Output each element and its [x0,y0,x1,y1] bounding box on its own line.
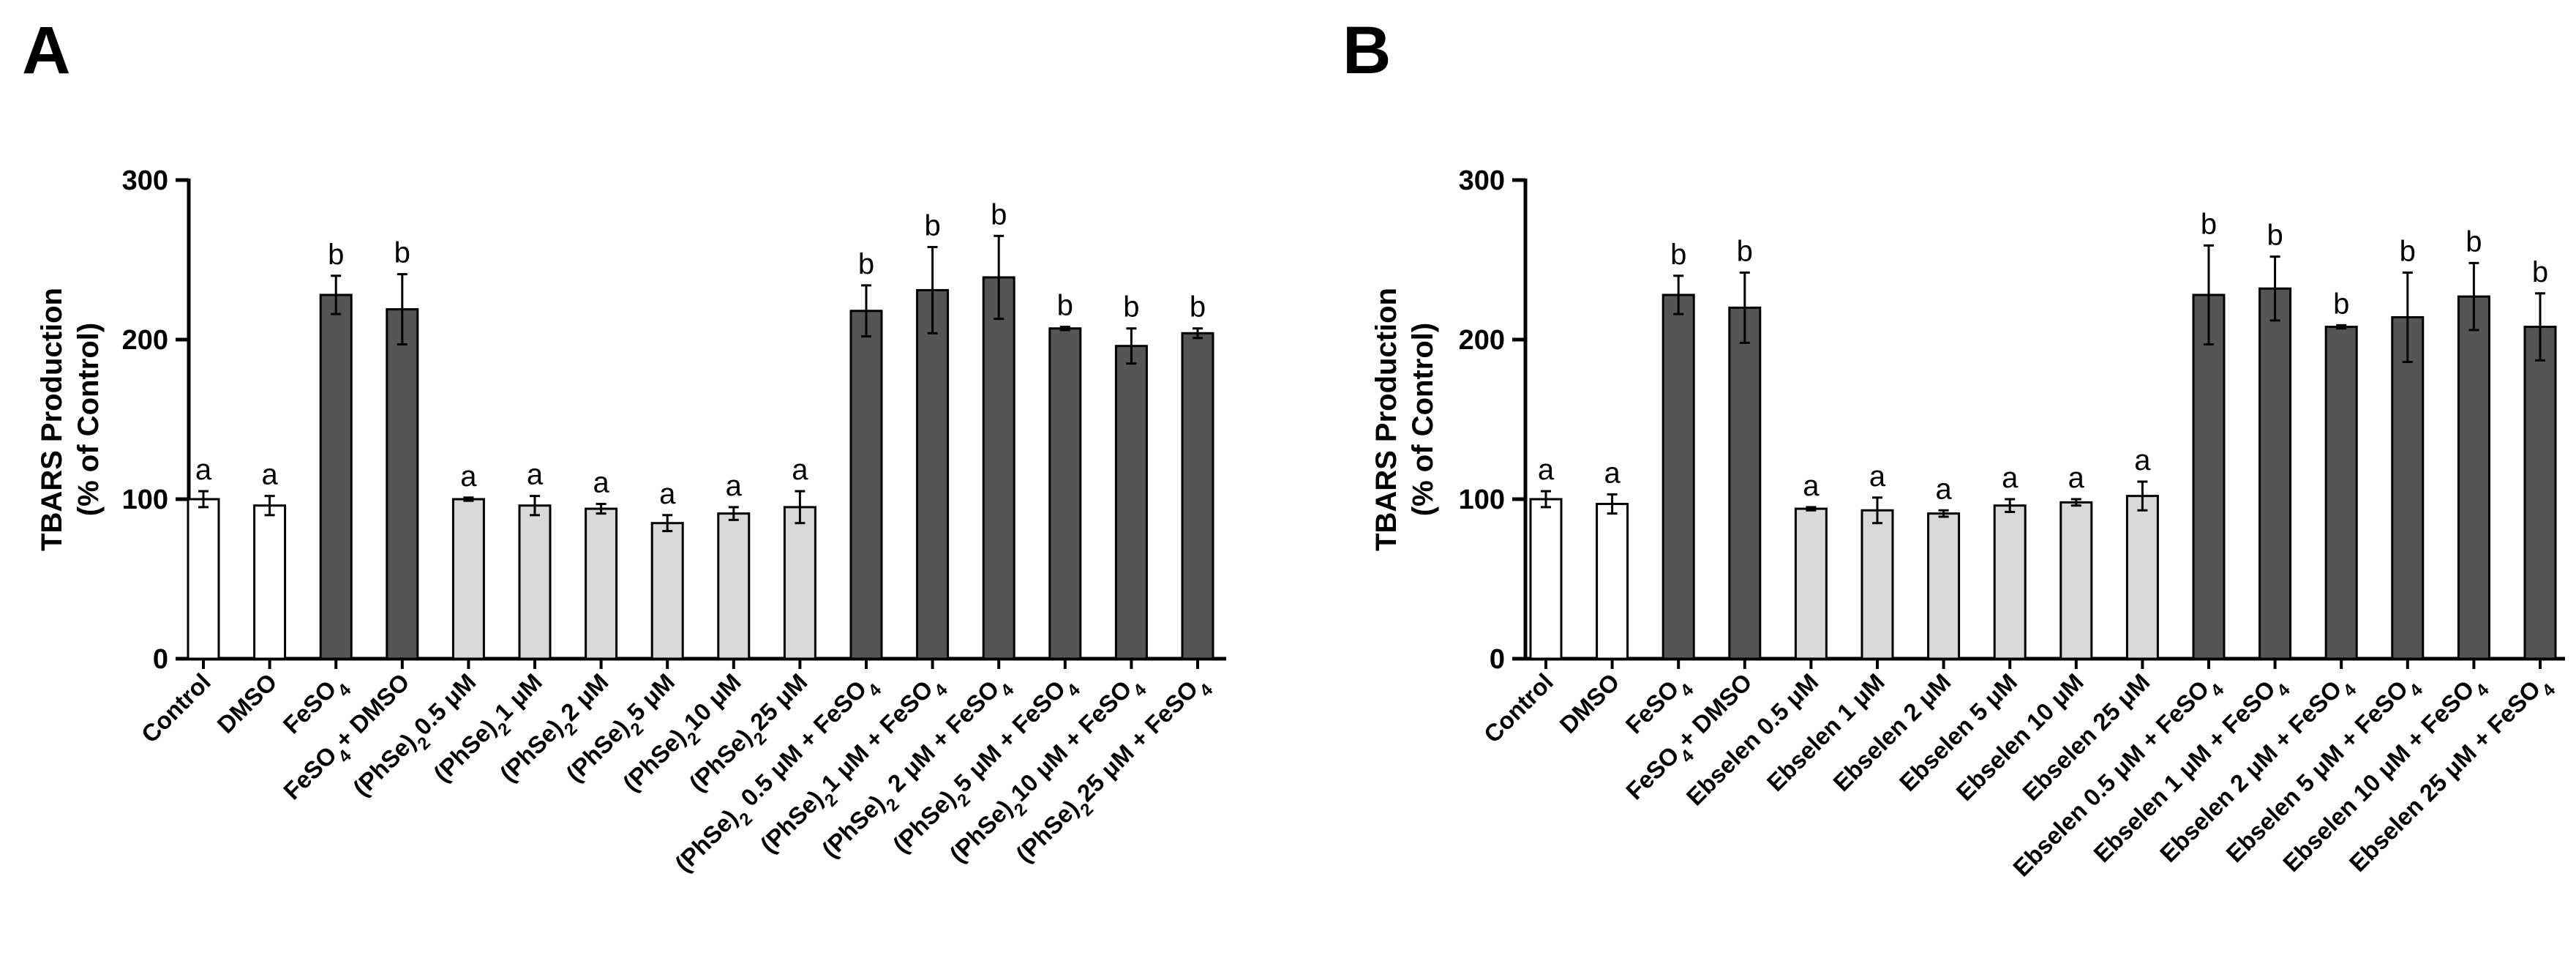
y-tick-label: 0 [153,644,168,675]
y-tick-label: 100 [122,485,168,515]
bar [2192,293,2226,660]
bar [1596,503,1629,660]
x-tick-label: Control [136,668,216,748]
bar [783,506,816,660]
significance-label: b [991,198,1007,231]
significance-label: b [858,248,874,280]
significance-label: a [792,454,808,486]
panel-b: B TBARS Production (% of Control) 0 100 200 30… [1343,13,2565,882]
bar [187,498,220,660]
panel-label: A [22,13,70,88]
significance-label: b [2267,220,2283,252]
significance-label: a [2068,462,2085,494]
x-tick-label: DMSO [1554,668,1624,738]
bar [1661,293,1695,660]
bar [982,276,1015,660]
significance-label: a [1935,473,1952,505]
x-tick-label: Ebselen 1 μM [1762,668,1890,796]
significance-label: b [1123,291,1139,324]
y-tick-label: 200 [1459,325,1505,356]
significance-label: a [1869,460,1886,493]
y-axis-title: TBARS Production (% of Control) [36,288,105,551]
panel-a: A TBARS Production (% of Control) 0 100 200 30… [22,13,1226,877]
significance-label: b [924,210,940,242]
significance-label: b [2333,288,2349,320]
significance-label: a [261,459,278,491]
y-tick-label: 0 [1490,644,1505,675]
bar [518,504,552,660]
bar [319,293,353,660]
significance-label: a [2134,444,2151,476]
bar [1181,332,1214,660]
y-tick-label: 200 [122,325,168,356]
significance-label: b [394,237,410,269]
y-axis-title: TBARS Production (% of Control) [1370,288,1439,551]
significance-label: a [659,478,676,510]
significance-label: a [1604,457,1621,489]
significance-label: b [328,239,344,271]
bar [1048,327,1082,660]
panel-label: B [1343,13,1391,88]
x-tick-label: DMSO [211,668,282,738]
bar [2059,501,2093,660]
bar [849,310,883,660]
x-tick-label: Ebselen 2 μM [1828,668,1956,796]
significance-label: b [1670,239,1686,271]
bar [2324,326,2358,660]
bar [650,522,684,660]
y-tick-label: 100 [1459,485,1505,515]
bar [1993,504,2027,660]
bar [2523,326,2557,660]
bar [253,504,287,660]
bar [386,308,419,660]
significance-label: b [2201,208,2217,240]
bar [2457,295,2490,660]
bar [717,512,751,660]
bar [451,498,485,660]
significance-label: b [1057,290,1073,322]
significance-label: a [195,454,212,486]
bar [2125,495,2159,660]
significance-label: b [2400,235,2416,267]
x-tick-label: Ebselen 5 μM [1894,668,2022,796]
y-axis-title-line1: TBARS Production [36,288,68,551]
y-axis-title-line1: TBARS Production [1370,288,1402,551]
significance-label: a [593,467,609,499]
significance-label: a [2002,462,2019,494]
bar [2391,315,2425,660]
significance-label: a [1803,470,1820,502]
significance-label: b [2532,256,2548,288]
bar [2258,287,2292,660]
significance-label: b [1737,235,1753,267]
significance-label: a [460,460,477,493]
bar [1794,507,1828,660]
bar [1728,306,1762,660]
y-tick-label: 300 [122,165,168,196]
x-tick-label: Control [1479,668,1558,748]
bar [1529,498,1563,660]
bar [916,288,950,660]
y-axis-title-line2: (% of Control) [72,323,105,516]
y-tick-label: 300 [1459,165,1505,196]
bar [1114,345,1148,660]
bar [1927,512,1961,660]
significance-label: a [726,470,743,502]
significance-label: b [1190,291,1206,324]
significance-label: a [1538,454,1555,486]
y-axis-title-line2: (% of Control) [1407,323,1439,516]
bar [585,507,618,660]
bar [1860,509,1894,660]
significance-label: a [527,459,544,491]
significance-label: b [2466,225,2482,258]
